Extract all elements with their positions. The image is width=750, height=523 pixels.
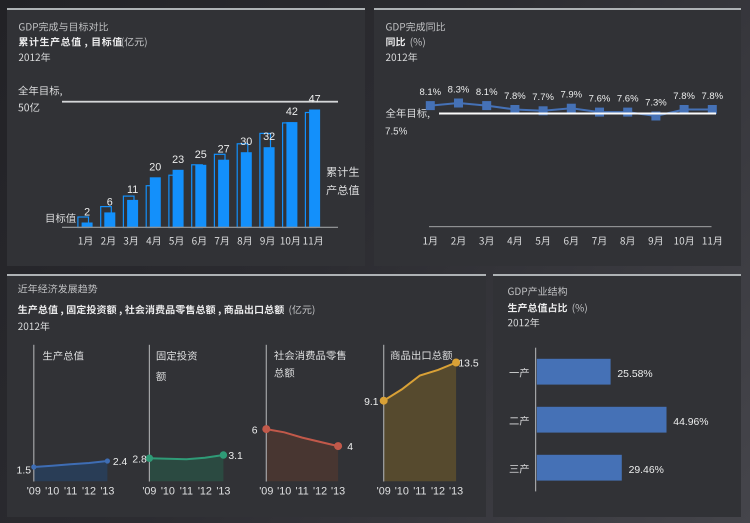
svg-text:47: 47 (309, 94, 321, 106)
svg-text:29.46%: 29.46% (629, 465, 664, 476)
svg-text:2: 2 (84, 207, 90, 219)
svg-text:'09: '09 (142, 486, 156, 498)
svg-text:27: 27 (218, 144, 230, 156)
svg-text:'12: '12 (313, 486, 327, 498)
svg-text:2.4: 2.4 (113, 457, 128, 468)
svg-text:6: 6 (107, 196, 113, 208)
svg-text:'13: '13 (331, 486, 345, 498)
svg-text:7.8%: 7.8% (673, 91, 695, 102)
svg-text:32: 32 (263, 131, 275, 143)
svg-text:7.3%: 7.3% (645, 97, 667, 108)
svg-text:'11: '11 (296, 486, 309, 498)
svg-text:25.58%: 25.58% (617, 369, 652, 380)
svg-text:7.9%: 7.9% (560, 90, 582, 101)
svg-text:3.1: 3.1 (228, 451, 243, 462)
svg-text:'10: '10 (395, 486, 409, 498)
svg-text:7.6%: 7.6% (617, 94, 639, 105)
svg-text:1.5: 1.5 (17, 466, 32, 477)
svg-text:7.8%: 7.8% (701, 91, 723, 102)
svg-text:'12: '12 (82, 486, 96, 498)
svg-text:8.3%: 8.3% (448, 84, 470, 95)
svg-text:'12: '12 (198, 486, 212, 498)
svg-text:'13: '13 (100, 486, 114, 498)
svg-text:'13: '13 (449, 486, 463, 498)
svg-text:9.1: 9.1 (364, 397, 379, 408)
svg-text:7.6%: 7.6% (589, 94, 611, 105)
svg-text:'13: '13 (216, 486, 230, 498)
svg-text:20: 20 (149, 161, 161, 173)
svg-text:'09: '09 (27, 486, 41, 498)
svg-text:'10: '10 (45, 486, 59, 498)
svg-text:8.1%: 8.1% (476, 87, 498, 98)
svg-text:'11: '11 (413, 486, 426, 498)
svg-text:'11: '11 (180, 486, 193, 498)
svg-text:23: 23 (172, 154, 184, 166)
svg-text:25: 25 (195, 149, 207, 161)
svg-text:44.96%: 44.96% (673, 417, 708, 428)
svg-text:'10: '10 (161, 486, 175, 498)
svg-text:7.7%: 7.7% (532, 92, 554, 103)
svg-text:11: 11 (127, 184, 138, 196)
svg-text:7.5%: 7.5% (385, 127, 408, 138)
svg-text:4: 4 (347, 442, 353, 453)
svg-text:42: 42 (286, 106, 298, 118)
svg-text:'09: '09 (259, 486, 273, 498)
svg-text:13.5: 13.5 (458, 359, 478, 370)
svg-text:'10: '10 (277, 486, 291, 498)
svg-text:7.8%: 7.8% (504, 91, 526, 102)
svg-text:2.8: 2.8 (132, 455, 147, 466)
svg-text:'09: '09 (377, 486, 391, 498)
svg-text:'11: '11 (64, 486, 77, 498)
svg-text:8.1%: 8.1% (419, 87, 441, 98)
svg-text:'12: '12 (431, 486, 445, 498)
svg-text:6: 6 (252, 425, 258, 436)
svg-text:30: 30 (240, 136, 252, 148)
